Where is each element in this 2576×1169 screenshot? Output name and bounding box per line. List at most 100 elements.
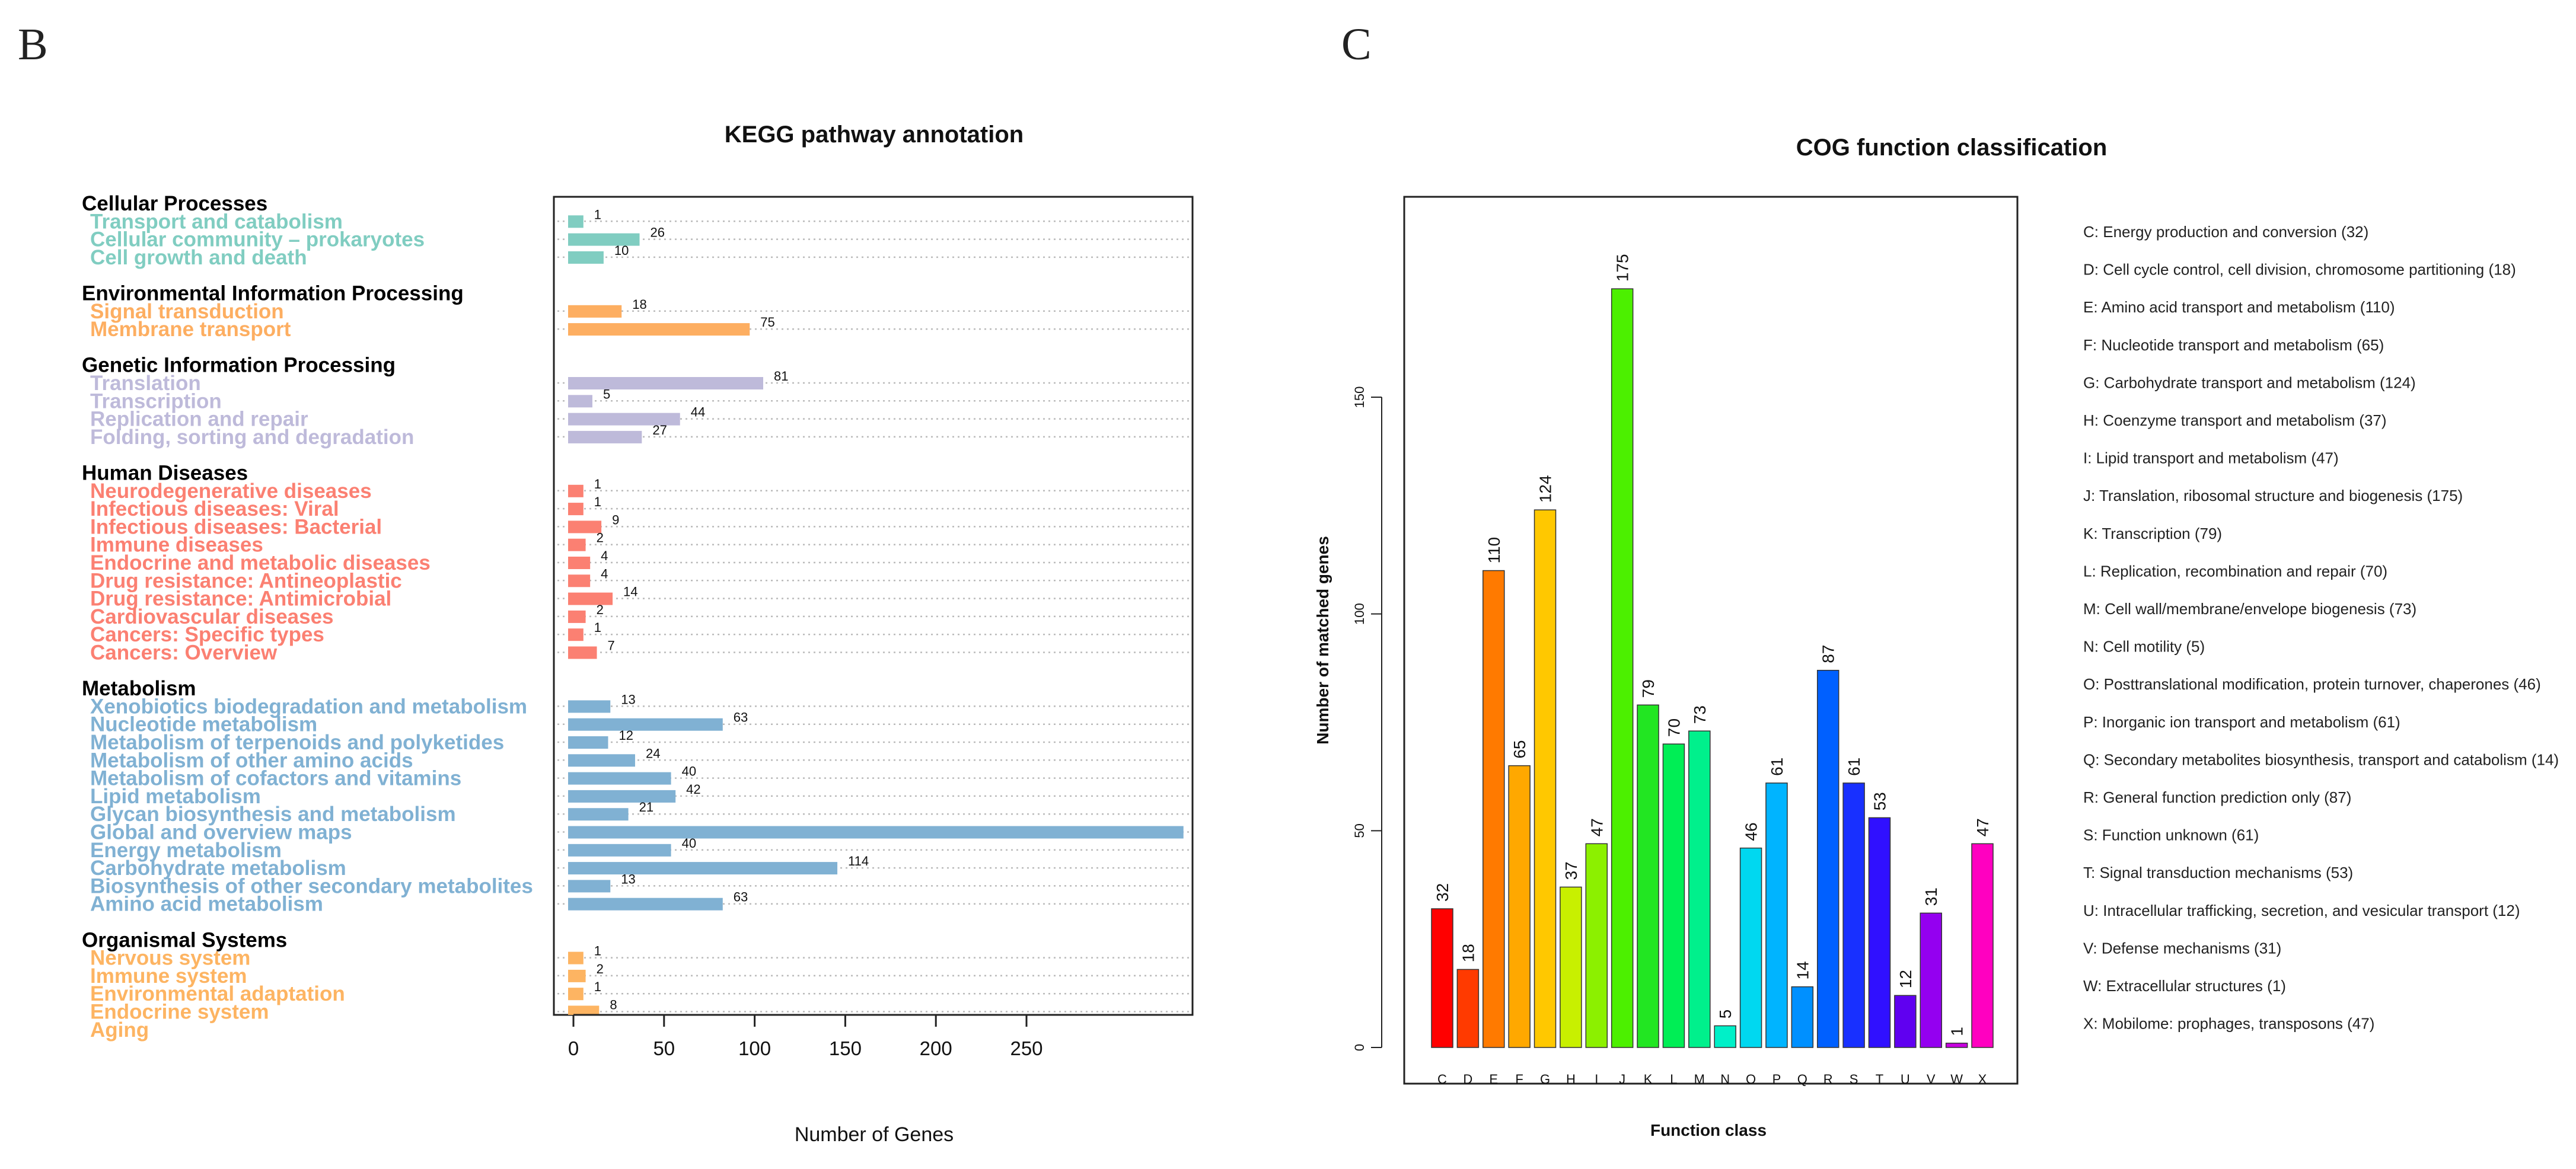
kegg-bar [568, 413, 680, 426]
cog-value-label: 87 [1819, 645, 1838, 663]
kegg-row-label: Cardiovascular diseases [90, 605, 334, 628]
cog-value-label: 46 [1742, 822, 1761, 841]
kegg-bar [568, 395, 592, 408]
kegg-group-header: Metabolism [82, 677, 196, 700]
cog-bar [1920, 912, 1942, 1048]
cog-value-label: 175 [1614, 254, 1632, 282]
kegg-row-label: Biosynthesis of other secondary metaboli… [90, 874, 533, 897]
kegg-value-label: 81 [774, 369, 788, 384]
cog-value-label: 70 [1665, 718, 1683, 737]
kegg-row-label: Transcription [90, 389, 222, 413]
kegg-bar [568, 484, 584, 497]
cog-legend-entry: E: Amino acid transport and metabolism (… [2083, 298, 2395, 316]
cog-x-tick-label: M [1694, 1072, 1705, 1087]
cog-value-label: 14 [1793, 961, 1812, 979]
kegg-value-label: 1 [594, 620, 601, 635]
kegg-row-label: Signal transduction [90, 300, 284, 323]
kegg-value-label: 1 [594, 207, 601, 222]
cog-value-label: 18 [1459, 944, 1477, 962]
cog-bar [1431, 908, 1453, 1048]
cog-bar [1714, 1025, 1736, 1048]
cog-bar [1765, 782, 1788, 1048]
cog-plot-frame [1403, 196, 2019, 1085]
kegg-value-label: 2 [597, 962, 604, 976]
cog-x-tick-label: D [1463, 1072, 1472, 1087]
kegg-value-label: 5 [603, 387, 610, 401]
cog-bar [1894, 995, 1917, 1048]
cog-legend-entry: V: Defense mechanisms (31) [2083, 939, 2281, 957]
kegg-value-label: 40 [682, 764, 696, 779]
cog-legend-entry: X: Mobilome: prophages, transposons (47) [2083, 1015, 2374, 1033]
cog-legend-entry: R: General function prediction only (87) [2083, 788, 2351, 806]
kegg-bar [568, 628, 584, 641]
cog-x-tick-label: T [1876, 1072, 1883, 1087]
cog-y-tick-label: 50 [1352, 823, 1367, 838]
kegg-bar [568, 377, 763, 389]
cog-legend-entry: H: Coenzyme transport and metabolism (37… [2083, 411, 2387, 429]
cog-x-tick-label: S [1850, 1072, 1858, 1087]
kegg-value-label: 42 [686, 782, 700, 797]
kegg-value-label: 2 [597, 602, 604, 617]
kegg-value-label: 12 [619, 728, 633, 743]
kegg-row-label: Cancers: Specific types [90, 623, 324, 646]
kegg-value-label: 63 [734, 890, 748, 905]
kegg-bar [568, 880, 611, 893]
cog-x-tick-label: R [1823, 1072, 1833, 1087]
kegg-plot-frame [553, 196, 1194, 1016]
cog-x-tick-label: I [1595, 1072, 1598, 1087]
kegg-bar [568, 969, 586, 982]
cog-bar [1456, 969, 1480, 1048]
cog-legend-entry: Q: Secondary metabolites biosynthesis, t… [2083, 750, 2559, 768]
kegg-row-label: Nucleotide metabolism [90, 713, 317, 736]
kegg-row-label: Carbohydrate metabolism [90, 857, 346, 880]
kegg-bar [568, 215, 584, 228]
kegg-row-label: Lipid metabolism [90, 785, 261, 808]
kegg-group-header: Organismal Systems [82, 928, 287, 951]
kegg-group-header: Human Diseases [82, 462, 248, 485]
cog-value-label: 65 [1510, 740, 1529, 758]
kegg-bar [568, 520, 602, 534]
kegg-group-header: Cellular Processes [82, 192, 267, 215]
kegg-row-label: Xenobiotics biodegradation and metabolis… [90, 695, 527, 718]
cog-title: COG function classification [1796, 135, 2108, 161]
kegg-value-label: 1 [594, 944, 601, 959]
kegg-row-label: Cellular community – prokaryotes [90, 228, 425, 251]
kegg-row-label: Glycan biosynthesis and metabolism [90, 803, 456, 826]
cog-value-label: 32 [1433, 883, 1452, 902]
kegg-bar [568, 826, 1184, 839]
cog-value-label: 61 [1768, 758, 1786, 776]
kegg-row-label: Endocrine system [90, 1001, 269, 1024]
kegg-bar [568, 951, 584, 964]
cog-value-label: 5 [1716, 1010, 1735, 1019]
cog-value-label: 12 [1896, 970, 1915, 988]
kegg-value-label: 14 [623, 584, 637, 599]
kegg-value-label: 2 [1194, 818, 1201, 833]
cog-bar [1662, 743, 1685, 1048]
cog-x-tick-label: J [1619, 1072, 1625, 1087]
cog-bar [1585, 843, 1608, 1048]
cog-legend-entry: T: Signal transduction mechanisms (53) [2083, 864, 2353, 881]
kegg-row-label: Amino acid metabolism [90, 893, 323, 916]
cog-value-label: 61 [1845, 758, 1863, 776]
kegg-x-tick-label: 50 [653, 1037, 675, 1059]
kegg-bar [568, 862, 838, 875]
kegg-row-label: Neurodegenerative diseases [90, 480, 372, 503]
cog-legend-entry: M: Cell wall/membrane/envelope biogenesi… [2083, 600, 2416, 618]
kegg-bar [568, 754, 635, 767]
cog-x-tick-label: Q [1797, 1072, 1807, 1087]
kegg-value-label: 2 [597, 531, 604, 545]
kegg-value-label: 1 [594, 494, 601, 509]
cog-value-label: 47 [1974, 818, 1992, 836]
cog-legend-entry: P: Inorganic ion transport and metabolis… [2083, 713, 2400, 731]
cog-x-axis-label: Function class [1650, 1121, 1767, 1139]
kegg-row-label: Nervous system [90, 947, 250, 970]
cog-x-tick-label: P [1772, 1072, 1781, 1087]
cog-legend-entry: U: Intracellular trafficking, secretion,… [2083, 902, 2520, 919]
cog-legend-entry: J: Translation, ribosomal structure and … [2083, 487, 2463, 504]
kegg-bar [568, 574, 591, 587]
kegg-value-label: 1 [594, 979, 601, 994]
kegg-row-label: Membrane transport [90, 318, 291, 341]
cog-legend-entry: G: Carbohydrate transport and metabolism… [2083, 373, 2416, 391]
kegg-bar [568, 844, 671, 857]
